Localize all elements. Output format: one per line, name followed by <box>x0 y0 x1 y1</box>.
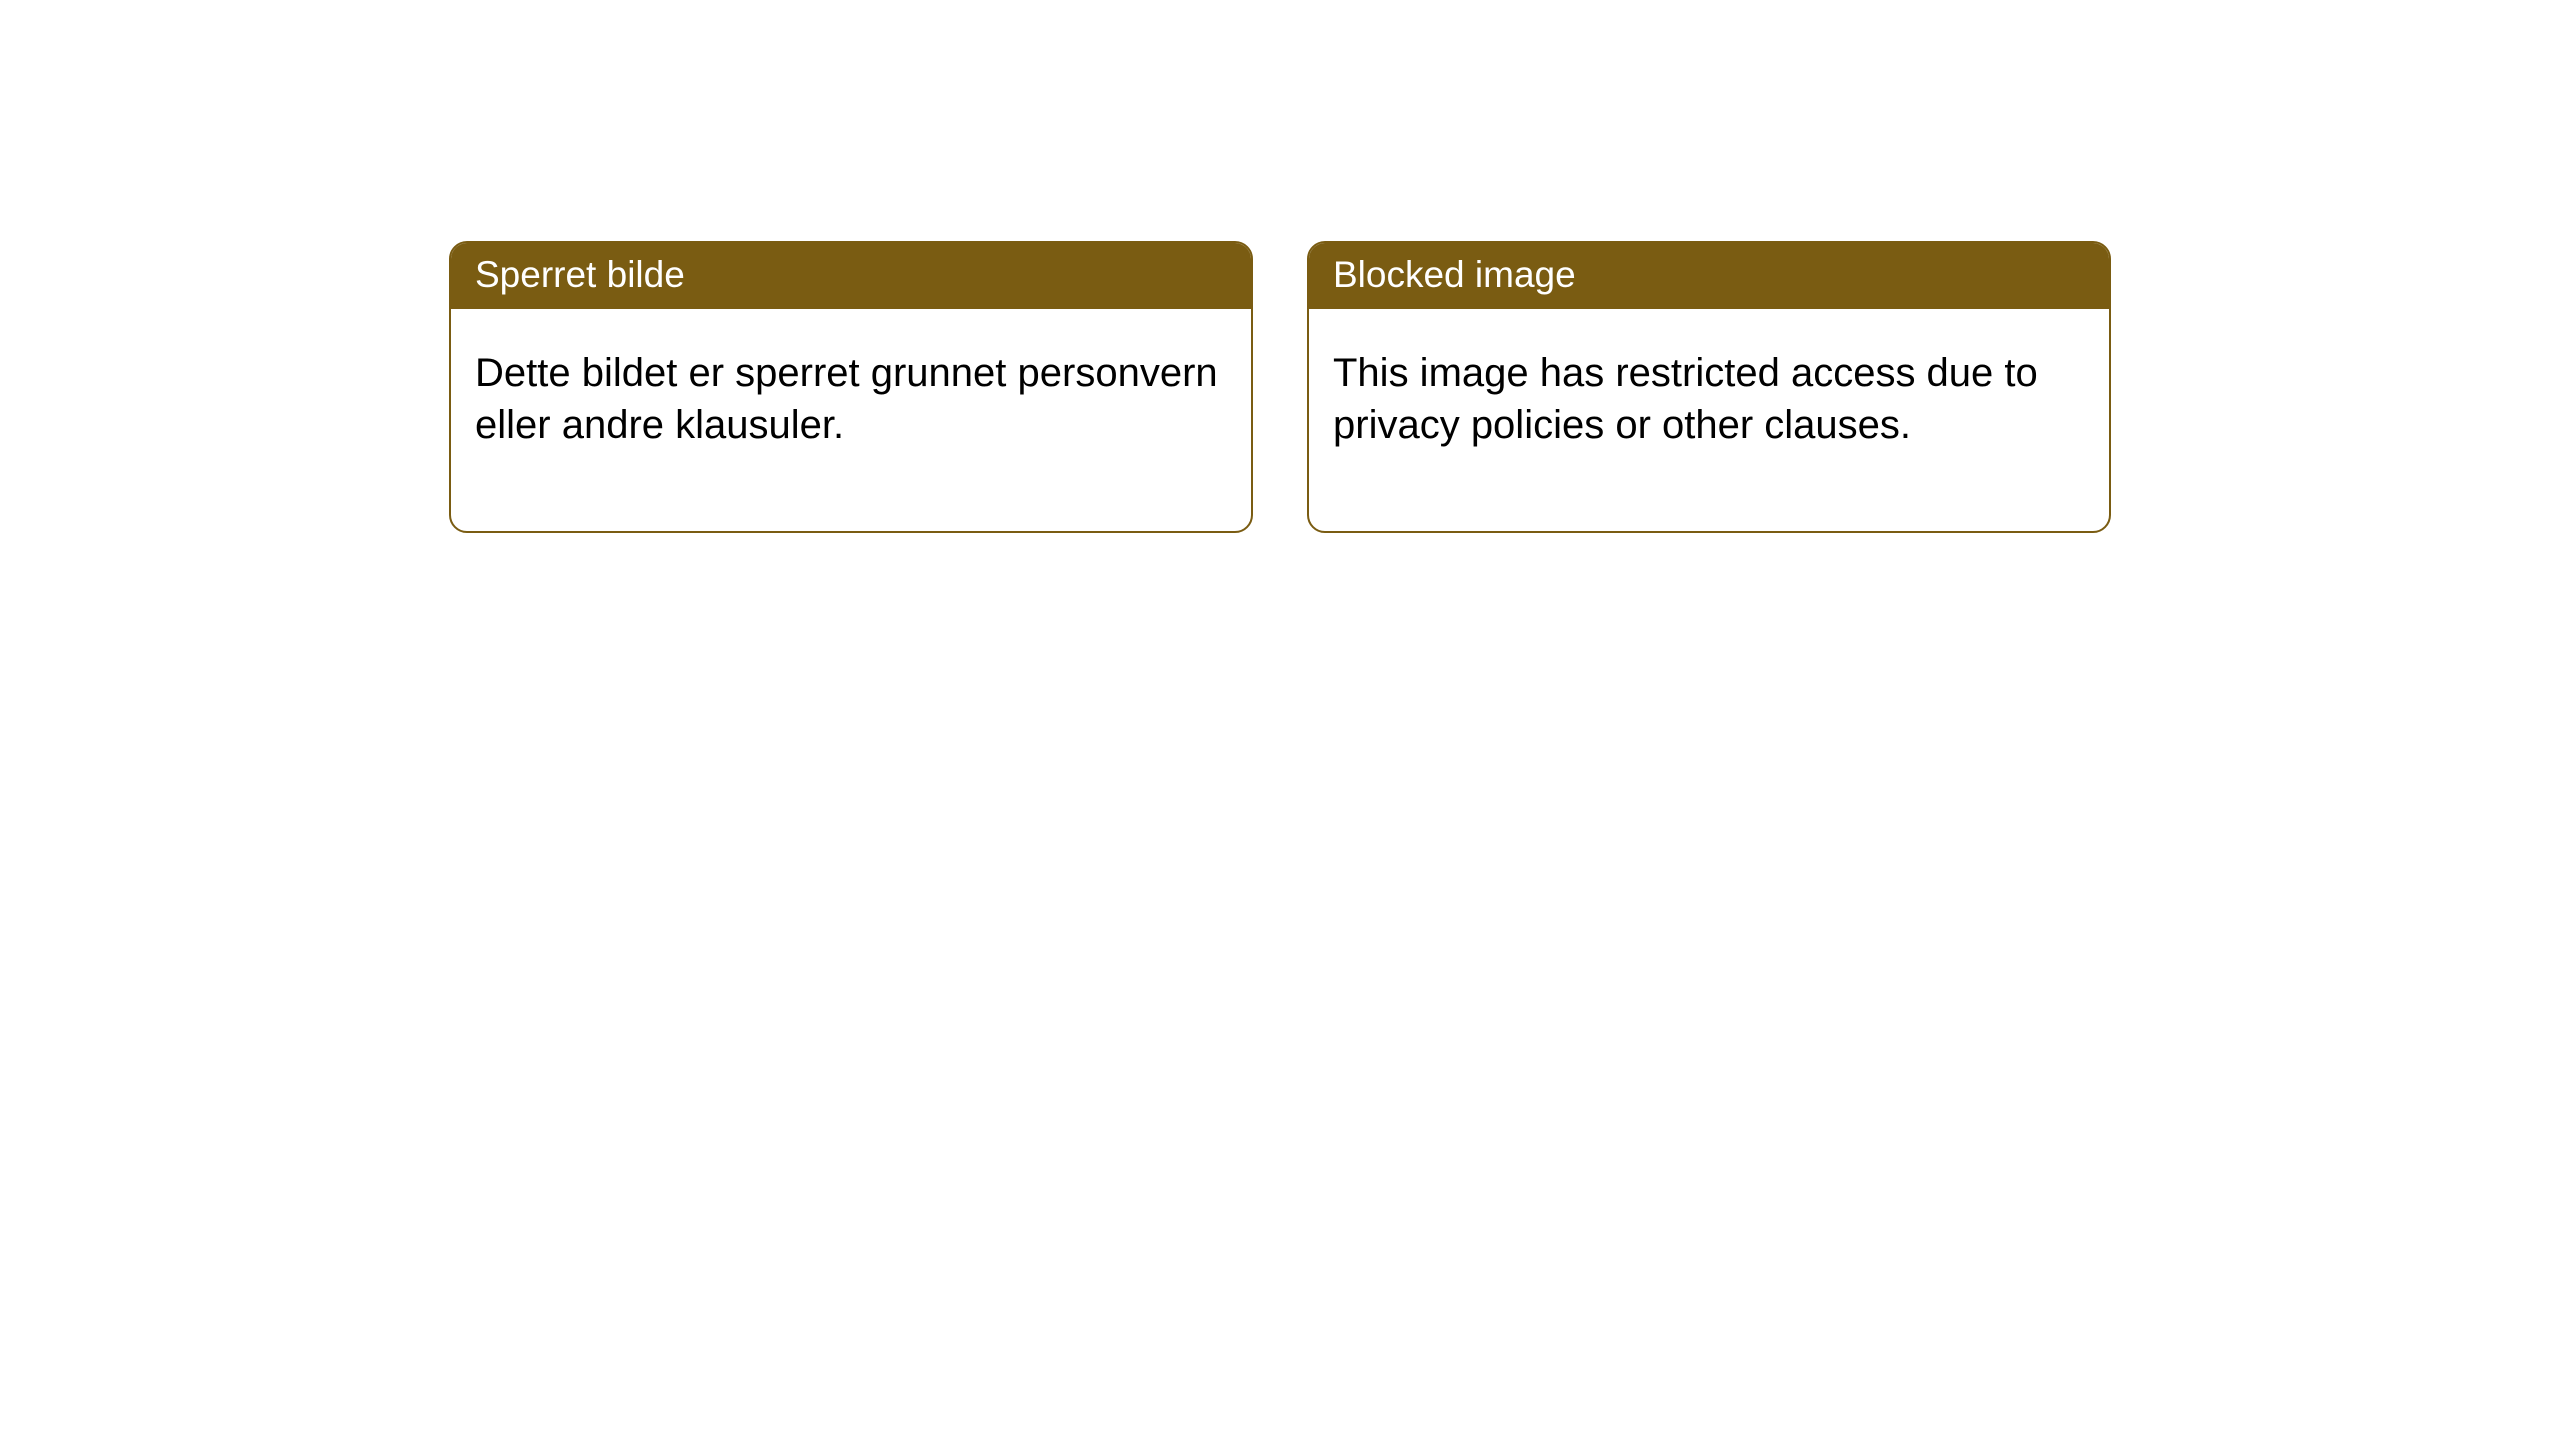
card-header-text: Blocked image <box>1333 254 1576 295</box>
notice-cards-container: Sperret bilde Dette bildet er sperret gr… <box>449 241 2111 533</box>
card-header: Blocked image <box>1309 243 2109 309</box>
card-header-text: Sperret bilde <box>475 254 685 295</box>
card-body: Dette bildet er sperret grunnet personve… <box>451 309 1251 531</box>
card-header: Sperret bilde <box>451 243 1251 309</box>
card-body: This image has restricted access due to … <box>1309 309 2109 531</box>
notice-card-english: Blocked image This image has restricted … <box>1307 241 2111 533</box>
notice-card-norwegian: Sperret bilde Dette bildet er sperret gr… <box>449 241 1253 533</box>
card-body-text: Dette bildet er sperret grunnet personve… <box>475 351 1218 447</box>
card-body-text: This image has restricted access due to … <box>1333 351 2038 447</box>
